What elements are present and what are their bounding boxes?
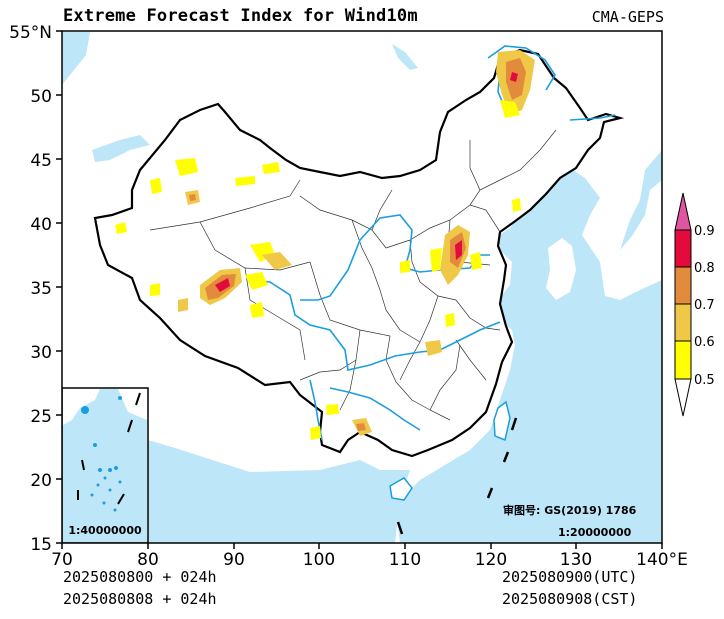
legend-label-0.8: 0.8 bbox=[694, 261, 715, 276]
legend-label-0.6: 0.6 bbox=[694, 335, 715, 350]
init-time-cst: 2025080808 + 024h bbox=[63, 590, 217, 608]
lon-label-100: 100 bbox=[303, 550, 335, 570]
east-sea bbox=[395, 31, 662, 543]
south-sea bbox=[148, 440, 410, 543]
lon-label-70: 70 bbox=[51, 550, 73, 570]
valid-time-utc: 2025080900(UTC) bbox=[502, 568, 638, 586]
lake-baikal bbox=[392, 44, 418, 70]
valid-time-cst: 2025080908(CST) bbox=[502, 590, 638, 608]
latitude-labels: 55°N 50 45 40 35 30 25 20 15 bbox=[9, 23, 52, 555]
china-border bbox=[93, 48, 625, 458]
lat-label-30: 30 bbox=[30, 343, 52, 363]
lon-label-120: 120 bbox=[475, 550, 507, 570]
lon-label-110: 110 bbox=[389, 550, 421, 570]
korea-land bbox=[546, 238, 576, 300]
lat-label-35: 35 bbox=[30, 279, 52, 299]
nine-dash-line bbox=[396, 417, 518, 535]
longitude-axis bbox=[61, 543, 663, 549]
lat-label-15: 15 bbox=[30, 535, 52, 555]
legend-swatch-0.8 bbox=[674, 229, 692, 268]
legend-swatch-0.7 bbox=[674, 266, 692, 305]
lat-label-25: 25 bbox=[30, 407, 52, 427]
taiwan-island bbox=[493, 400, 511, 442]
legend-swatch-0.6 bbox=[674, 303, 692, 342]
hainan-island bbox=[389, 477, 413, 501]
lon-label-80: 80 bbox=[137, 550, 159, 570]
lat-label-55: 55°N bbox=[9, 23, 52, 43]
south-china-sea-inset: 1:40000000 bbox=[62, 387, 149, 543]
map-title: Extreme Forecast Index for Wind10m bbox=[63, 6, 418, 26]
latitude-axis bbox=[56, 30, 62, 544]
model-label: CMA-GEPS bbox=[591, 8, 664, 26]
inset-scale-label: 1:40000000 bbox=[68, 524, 142, 537]
init-time-utc: 2025080800 + 024h bbox=[63, 568, 217, 586]
lat-label-45: 45 bbox=[30, 151, 52, 171]
lat-label-20: 20 bbox=[30, 471, 52, 491]
lat-label-50: 50 bbox=[30, 87, 52, 107]
legend-label-0.5: 0.5 bbox=[694, 373, 715, 388]
map-area: 1:40000000 审图号: GS(2019) 1786 1:20000000 bbox=[62, 31, 662, 543]
main-scale-label: 1:20000000 bbox=[558, 526, 632, 539]
longitude-labels: 70 80 90 100 110 120 130 140°E bbox=[51, 550, 688, 570]
japan-land bbox=[600, 180, 662, 300]
colorbar-legend: 0.9 0.8 0.7 0.6 0.5 bbox=[674, 192, 715, 417]
caspian-edge bbox=[62, 32, 90, 85]
lon-label-130: 130 bbox=[560, 550, 592, 570]
legend-swatch-0.5 bbox=[674, 340, 692, 380]
review-number-label: 审图号: GS(2019) 1786 bbox=[503, 503, 637, 517]
province-borders bbox=[149, 129, 557, 421]
lake-balkhash bbox=[92, 135, 150, 162]
legend-label-0.9: 0.9 bbox=[694, 224, 715, 239]
legend-bottom-triangle bbox=[674, 378, 692, 417]
lon-label-140: 140°E bbox=[636, 550, 688, 570]
legend-top-triangle bbox=[674, 192, 692, 231]
legend-label-0.7: 0.7 bbox=[694, 298, 715, 313]
lat-label-40: 40 bbox=[30, 215, 52, 235]
lon-label-90: 90 bbox=[223, 550, 245, 570]
efi-shading bbox=[115, 50, 535, 440]
